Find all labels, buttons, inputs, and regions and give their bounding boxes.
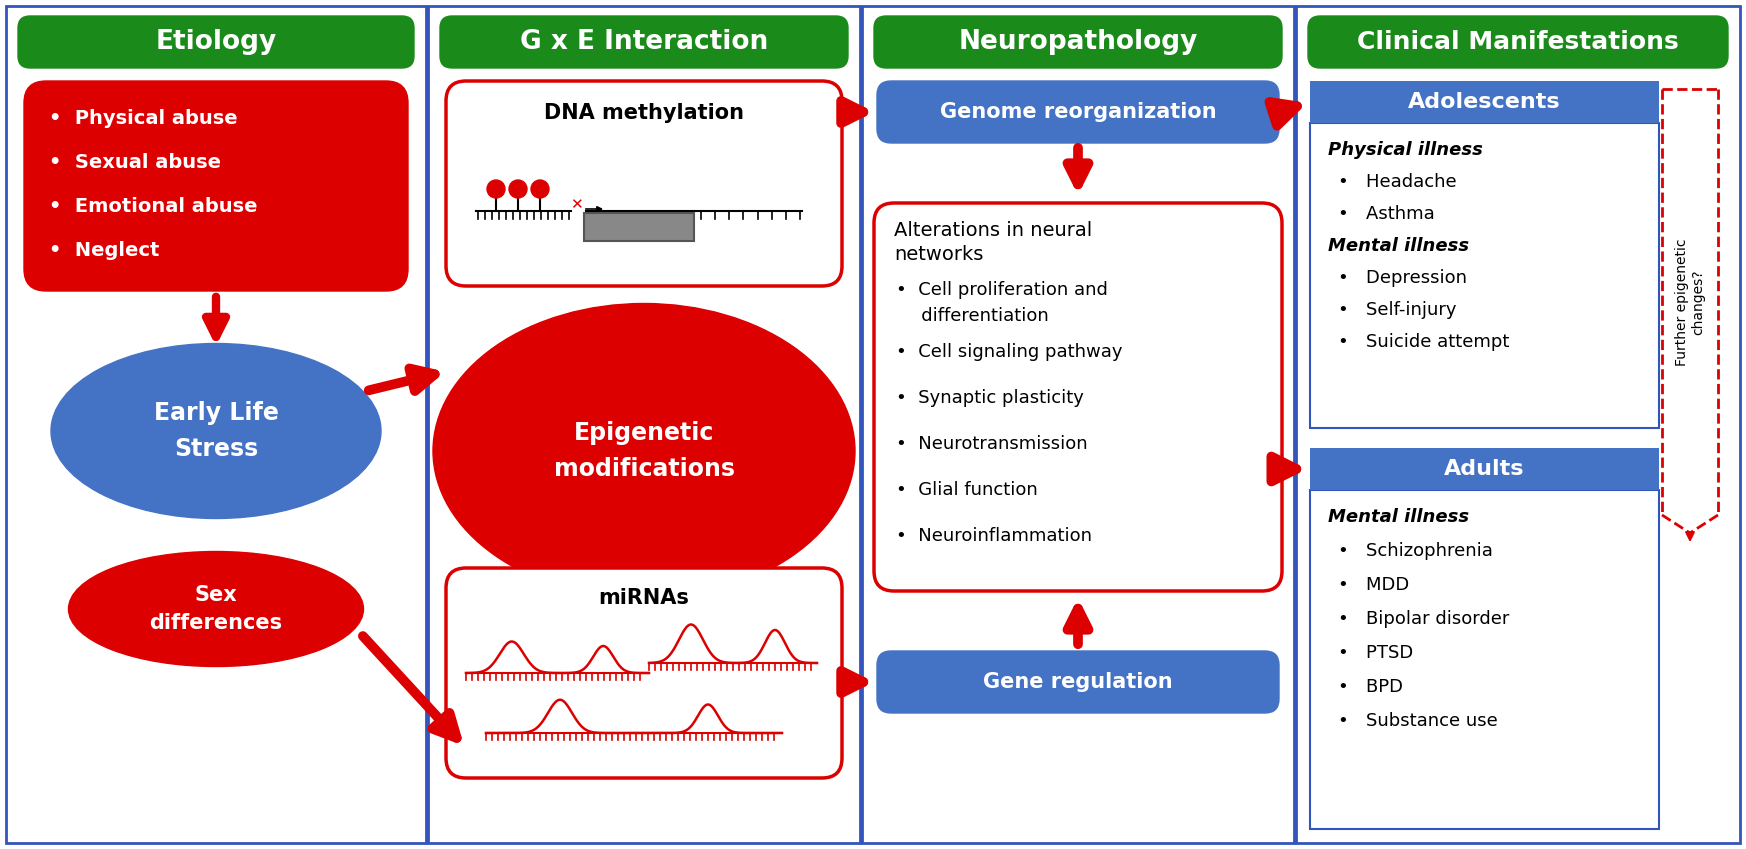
FancyBboxPatch shape xyxy=(17,16,414,68)
Bar xyxy=(1310,448,1659,490)
Bar xyxy=(863,6,1294,843)
Text: modifications: modifications xyxy=(553,457,735,481)
Bar xyxy=(428,6,861,843)
Bar xyxy=(1296,6,1741,843)
Bar xyxy=(583,213,693,241)
Text: differences: differences xyxy=(150,613,283,633)
Circle shape xyxy=(487,180,505,198)
Text: •   Substance use: • Substance use xyxy=(1337,712,1498,730)
Text: G x E Interaction: G x E Interaction xyxy=(520,29,768,55)
Text: •   Bipolar disorder: • Bipolar disorder xyxy=(1337,610,1509,628)
Text: •   Headache: • Headache xyxy=(1337,173,1456,191)
Text: •  Emotional abuse: • Emotional abuse xyxy=(49,197,257,216)
Text: •   Depression: • Depression xyxy=(1337,269,1467,287)
Text: •  Neglect: • Neglect xyxy=(49,241,159,260)
FancyBboxPatch shape xyxy=(1308,16,1729,68)
Text: Adults: Adults xyxy=(1444,459,1524,479)
FancyBboxPatch shape xyxy=(24,81,409,291)
Text: •  Neuroinflammation: • Neuroinflammation xyxy=(896,527,1091,545)
Text: Epigenetic: Epigenetic xyxy=(574,421,714,445)
Text: •   BPD: • BPD xyxy=(1337,678,1404,696)
Text: •  Synaptic plasticity: • Synaptic plasticity xyxy=(896,389,1084,407)
Ellipse shape xyxy=(68,552,363,666)
Text: Mental illness: Mental illness xyxy=(1329,237,1468,255)
Text: Gene regulation: Gene regulation xyxy=(983,672,1173,692)
Bar xyxy=(1310,490,1659,829)
Circle shape xyxy=(510,180,527,198)
Ellipse shape xyxy=(433,303,856,599)
Text: miRNAs: miRNAs xyxy=(599,588,690,608)
FancyBboxPatch shape xyxy=(445,568,842,778)
Text: Etiology: Etiology xyxy=(155,29,276,55)
Text: •   Asthma: • Asthma xyxy=(1337,205,1435,223)
Text: Sex: Sex xyxy=(194,585,237,605)
Text: •  Cell signaling pathway: • Cell signaling pathway xyxy=(896,343,1123,361)
Text: differentiation: differentiation xyxy=(904,307,1049,325)
Text: Physical illness: Physical illness xyxy=(1329,141,1482,159)
Text: •  Sexual abuse: • Sexual abuse xyxy=(49,153,222,172)
Text: •   PTSD: • PTSD xyxy=(1337,644,1413,662)
Text: •   MDD: • MDD xyxy=(1337,576,1409,594)
Ellipse shape xyxy=(51,344,381,519)
Text: •  Neurotransmission: • Neurotransmission xyxy=(896,435,1088,453)
Text: ✕: ✕ xyxy=(569,198,583,212)
Text: •   Suicide attempt: • Suicide attempt xyxy=(1337,333,1509,351)
Text: networks: networks xyxy=(894,245,983,264)
Bar xyxy=(1310,123,1659,428)
Text: Genome reorganization: Genome reorganization xyxy=(939,102,1217,122)
Text: Mental illness: Mental illness xyxy=(1329,508,1468,526)
Text: •  Glial function: • Glial function xyxy=(896,481,1037,499)
Text: Further epigenetic
changes?: Further epigenetic changes? xyxy=(1674,239,1706,366)
Text: •   Self-injury: • Self-injury xyxy=(1337,301,1456,319)
Text: Neuropathology: Neuropathology xyxy=(959,29,1198,55)
Text: •  Cell proliferation and: • Cell proliferation and xyxy=(896,281,1109,299)
Text: Early Life: Early Life xyxy=(154,401,278,425)
Text: Stress: Stress xyxy=(175,437,258,461)
FancyBboxPatch shape xyxy=(440,16,849,68)
FancyBboxPatch shape xyxy=(875,203,1282,591)
FancyBboxPatch shape xyxy=(875,16,1282,68)
FancyBboxPatch shape xyxy=(876,81,1280,143)
Text: Clinical Manifestations: Clinical Manifestations xyxy=(1357,30,1680,54)
Text: •  Physical abuse: • Physical abuse xyxy=(49,109,237,128)
FancyBboxPatch shape xyxy=(445,81,842,286)
Bar xyxy=(1310,81,1659,123)
Text: Alterations in neural: Alterations in neural xyxy=(894,221,1093,240)
Text: DNA methylation: DNA methylation xyxy=(545,103,744,123)
Text: •   Schizophrenia: • Schizophrenia xyxy=(1337,542,1493,560)
Text: Adolescents: Adolescents xyxy=(1409,92,1561,112)
FancyBboxPatch shape xyxy=(876,651,1280,713)
Circle shape xyxy=(531,180,548,198)
Bar xyxy=(5,6,426,843)
